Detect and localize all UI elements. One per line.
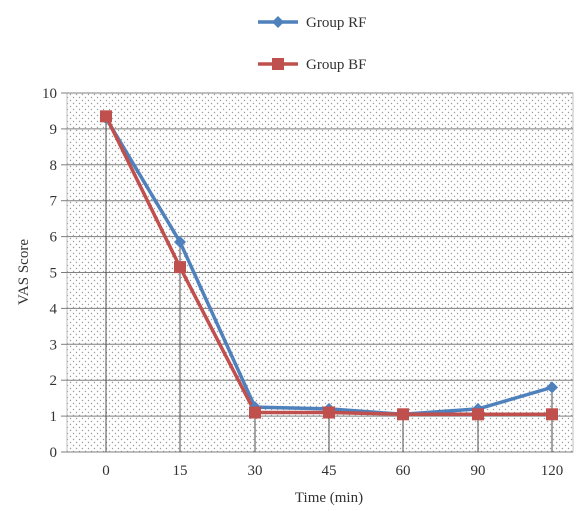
legend-label-group-rf: Group RF: [306, 15, 366, 31]
x-tick-label-0: 0: [102, 463, 110, 479]
y-tick-label-2: 2: [50, 373, 58, 389]
x-tick-label-15: 15: [173, 463, 188, 479]
data-point-group-bf-90: [472, 408, 484, 421]
x-tick-label-30: 30: [248, 463, 263, 479]
y-axis-tick-labels: 0 1 2 3 4 5 6 7 8 9 10: [42, 86, 58, 461]
x-tick-label-120: 120: [541, 463, 564, 479]
legend-marker-group-bf: [272, 58, 284, 70]
x-axis-tick-labels: 0 15 30 45 60 90 120: [102, 463, 563, 479]
legend-item-group-bf: Group BF: [258, 57, 366, 73]
y-tick-label-0: 0: [50, 445, 58, 461]
y-tick-label-8: 8: [50, 158, 58, 174]
y-tick-label-7: 7: [50, 194, 58, 210]
data-point-group-rf-15: [174, 235, 186, 248]
legend-item-group-rf: Group RF: [258, 15, 366, 31]
x-axis-title: Time (min): [295, 490, 363, 506]
series-markers: [100, 110, 558, 421]
data-point-group-bf-60: [397, 408, 409, 421]
y-tick-label-1: 1: [50, 409, 58, 425]
gridlines: [61, 92, 573, 453]
y-tick-label-9: 9: [50, 122, 58, 138]
data-point-group-bf-15: [174, 261, 186, 274]
data-point-group-bf-45: [323, 406, 335, 419]
y-tick-label-10: 10: [42, 86, 57, 102]
legend: Group RF Group BF: [258, 15, 366, 73]
data-point-group-bf-30: [249, 406, 261, 419]
y-axis-title: VAS Score: [16, 239, 32, 305]
data-point-group-rf-120: [546, 381, 558, 394]
x-tick-label-90: 90: [471, 463, 486, 479]
y-tick-label-4: 4: [50, 301, 58, 317]
y-tick-label-3: 3: [50, 337, 58, 353]
data-point-group-bf-120: [546, 408, 558, 421]
y-tick-label-5: 5: [50, 266, 58, 282]
legend-label-group-bf: Group BF: [306, 57, 366, 73]
y-tick-label-6: 6: [50, 230, 58, 246]
data-point-group-bf-0: [100, 110, 112, 123]
x-tick-label-60: 60: [396, 463, 411, 479]
legend-marker-group-rf: [272, 16, 284, 28]
x-tick-label-45: 45: [322, 463, 337, 479]
